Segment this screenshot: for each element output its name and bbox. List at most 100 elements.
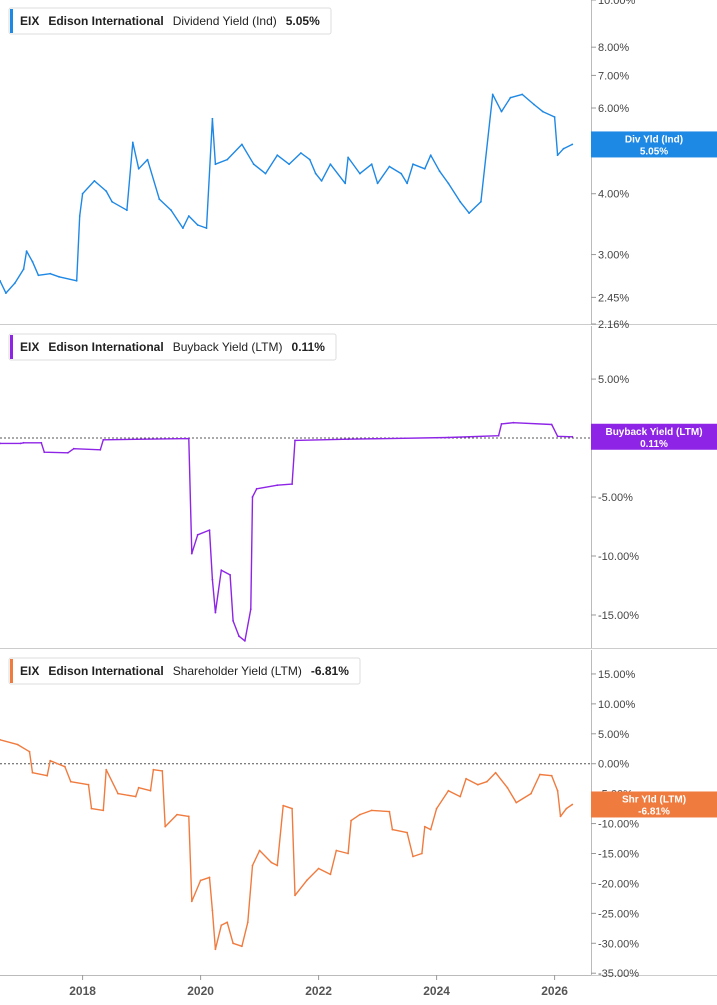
last-value-badge: Buyback Yield (LTM)0.11% <box>591 423 717 450</box>
data-point <box>370 809 373 812</box>
data-point <box>288 163 290 166</box>
data-point <box>0 738 1 741</box>
badge-label: Div Yld (Ind) <box>625 134 683 145</box>
y-tick-label: -35.00% <box>598 968 639 980</box>
data-point <box>211 909 214 912</box>
data-point <box>539 773 541 776</box>
data-point <box>521 93 524 96</box>
data-point <box>515 801 518 804</box>
data-point <box>347 852 349 855</box>
y-tick-label: 8.00% <box>598 42 629 54</box>
data-point <box>249 608 252 610</box>
legend[interactable]: EIX Edison International Buyback Yield (LT… <box>8 333 337 361</box>
data-point <box>276 154 279 157</box>
data-point <box>102 438 105 441</box>
data-point <box>447 182 450 185</box>
data-point <box>81 192 84 195</box>
data-point <box>329 873 332 876</box>
data-point <box>485 780 488 783</box>
data-point <box>16 743 19 746</box>
data-point <box>25 250 28 253</box>
data-point <box>149 789 152 792</box>
data-point <box>350 819 352 822</box>
data-point <box>320 180 323 182</box>
data-point <box>359 172 361 175</box>
data-point <box>509 96 512 99</box>
y-tick-label: -20.00% <box>598 878 639 890</box>
data-point <box>182 227 184 230</box>
data-point <box>391 828 394 831</box>
data-point <box>102 809 105 812</box>
data-point <box>556 154 559 157</box>
data-point <box>64 765 66 768</box>
legend-color-swatch <box>10 9 13 33</box>
data-point <box>22 441 25 444</box>
badge-background <box>591 131 717 158</box>
series-line <box>0 422 573 642</box>
y-tick-label: 3.00% <box>598 250 629 262</box>
data-point <box>329 163 332 166</box>
data-point <box>13 282 16 285</box>
series-line <box>0 93 573 294</box>
data-point <box>111 200 113 203</box>
data-point <box>465 777 467 780</box>
legend-box <box>8 7 332 35</box>
data-point <box>388 810 391 813</box>
data-point <box>190 552 193 555</box>
data-point <box>31 771 34 774</box>
data-point <box>294 894 296 897</box>
data-point <box>438 170 441 173</box>
data-point <box>232 942 235 945</box>
last-value-badge: Shr Yld (LTM)-6.81% <box>591 791 717 818</box>
legend-metric: Dividend Yield (Ind) <box>173 14 277 28</box>
data-point <box>164 825 167 828</box>
y-tick-label: -25.00% <box>598 908 639 920</box>
data-point <box>435 807 438 810</box>
data-point <box>423 167 426 170</box>
data-point <box>308 158 311 161</box>
data-point <box>494 771 497 774</box>
data-point <box>370 163 373 166</box>
data-point <box>512 421 515 424</box>
data-point <box>480 200 482 203</box>
series-line <box>0 739 573 950</box>
data-point <box>229 574 232 576</box>
legend-company: Edison International <box>48 14 163 28</box>
data-point <box>226 921 229 924</box>
x-tick-label: 2026 <box>541 984 568 998</box>
panel-3: -35.00% -30.00% -25.00% -20.00% -15.00% -10.0… <box>0 650 717 980</box>
y-tick-label: 4.00% <box>598 189 629 201</box>
data-point <box>137 786 140 789</box>
data-point <box>565 807 568 810</box>
data-point <box>220 569 223 572</box>
data-point <box>90 807 93 810</box>
data-point <box>541 110 544 113</box>
data-point <box>40 441 43 444</box>
y-tick-label: 5.00% <box>598 729 629 741</box>
data-point <box>93 180 96 182</box>
data-point <box>305 879 308 882</box>
legend[interactable]: EIX Edison International Shareholder Yield… <box>8 657 361 685</box>
legend-metric: Shareholder Yield (LTM) <box>173 664 302 678</box>
data-point <box>344 182 347 185</box>
badge-label: Buyback Yield (LTM) <box>605 427 702 438</box>
legend[interactable]: EIX Edison International Dividend Yield (I… <box>8 7 332 35</box>
data-point <box>161 770 164 772</box>
data-point <box>251 496 254 498</box>
data-point <box>429 154 432 157</box>
data-point <box>241 945 243 948</box>
data-point <box>211 117 214 120</box>
data-point <box>67 451 69 454</box>
data-point <box>220 924 223 927</box>
data-point <box>208 529 211 531</box>
legend-box <box>8 657 361 685</box>
data-point <box>571 143 574 146</box>
data-point <box>314 172 317 175</box>
y-tick-label: 0.00% <box>598 759 629 771</box>
data-point <box>146 158 149 161</box>
data-point <box>87 783 90 786</box>
data-point <box>506 786 509 789</box>
data-point <box>190 900 193 903</box>
legend-metric: Buyback Yield (LTM) <box>173 340 283 354</box>
y-tick-label: -10.00% <box>598 819 639 831</box>
